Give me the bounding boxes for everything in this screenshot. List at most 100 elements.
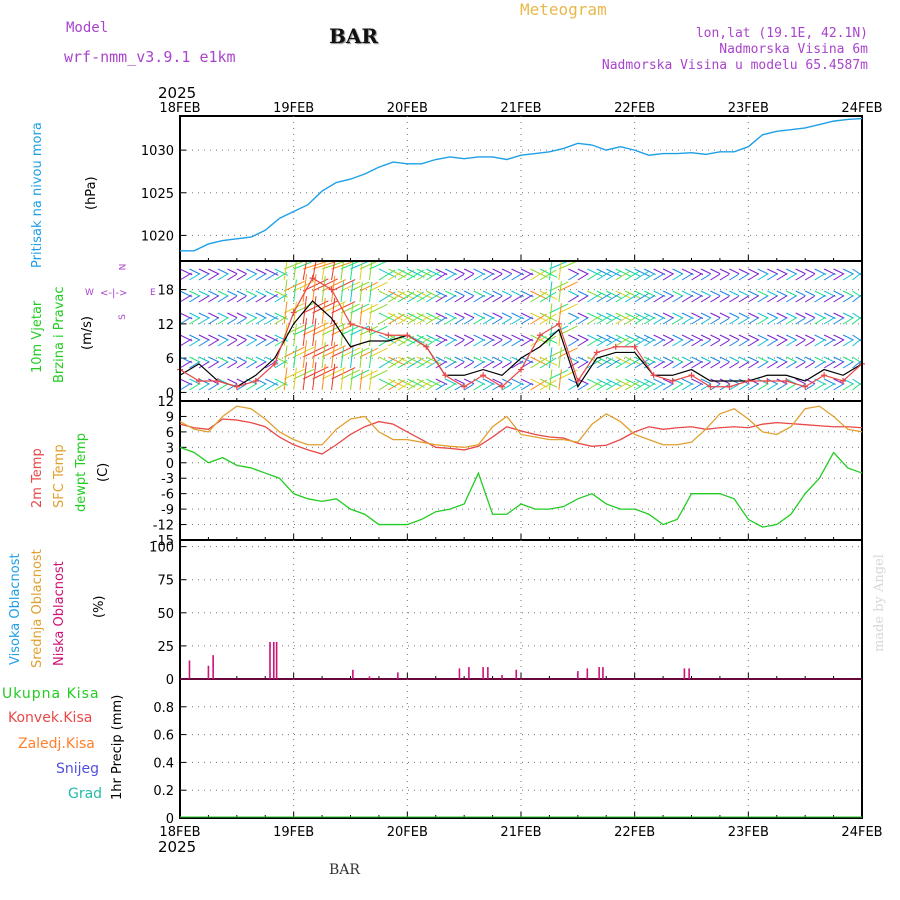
wind-arrow [776, 356, 788, 363]
wind-arrow [757, 312, 769, 319]
wind-arrow [236, 273, 247, 281]
wind-arrow [662, 383, 674, 391]
wind-gust-marker [233, 383, 240, 390]
wind-arrow [767, 361, 778, 369]
wind-arrow [227, 339, 237, 347]
wind-arrow [804, 356, 816, 363]
wind-arrow [672, 273, 683, 281]
wind-arrow [255, 383, 267, 391]
wind-arrow [435, 294, 447, 303]
wind-arrow [454, 290, 465, 297]
wind-gust-marker [518, 366, 524, 373]
wind-arrow [710, 317, 720, 325]
wind-arrow [482, 272, 495, 281]
wind-gust-marker [252, 378, 259, 384]
wind-arrow [833, 334, 845, 341]
wind-arrow [672, 339, 683, 347]
wind-arrow [558, 281, 562, 303]
wind-arrow [634, 334, 651, 343]
wind-arrow [511, 338, 524, 347]
wind-arrow [368, 282, 373, 303]
wind-arrow [795, 312, 806, 319]
wind-arrow [416, 356, 433, 365]
wind-arrow [274, 268, 288, 276]
legend-grad: Grad [68, 786, 103, 802]
wind-arrow [293, 302, 315, 314]
wind-arrow [710, 312, 721, 319]
wind-gust-marker [290, 309, 297, 316]
wind-arrow [757, 317, 769, 325]
wind-arrow [208, 339, 219, 347]
wind-arrow [463, 383, 474, 391]
wind-arrow [388, 357, 405, 369]
wind-arrow [729, 317, 739, 325]
wind-arrow [577, 339, 589, 347]
wind-arrow [340, 260, 360, 270]
wind-arrow [653, 294, 665, 303]
wind-arrow [757, 356, 769, 363]
wind-arrow [492, 339, 503, 347]
wind-arrow [795, 361, 806, 369]
wind-arrow [672, 268, 684, 275]
year-top: 2025 [158, 84, 197, 102]
wind-arrow [198, 339, 210, 347]
sfc-temp-line [179, 405, 863, 448]
wind-arrow [208, 295, 219, 303]
panel-frame-precip [179, 678, 863, 819]
wind-arrow [340, 347, 345, 369]
wind-arrow [227, 334, 238, 341]
wind-arrow [416, 314, 432, 325]
wind-arrow [653, 316, 665, 325]
wind-arrow [624, 312, 641, 321]
wind-arrow [378, 378, 397, 388]
wind-arrow [302, 260, 308, 281]
wind-arrow [833, 273, 844, 281]
wind-arrow [823, 338, 836, 347]
wind-arrow [454, 295, 465, 303]
wind-arrow [283, 280, 305, 292]
wind-arrow [842, 295, 854, 303]
wind-arrow [283, 302, 305, 314]
wind-arrow [795, 268, 806, 275]
wind-arrow [748, 339, 759, 347]
wind-arrow [738, 273, 750, 281]
wind-arrow [265, 334, 279, 342]
wind-arrow [596, 312, 612, 321]
wind-arrow [255, 312, 267, 319]
wind-arrow [558, 260, 578, 270]
wind-arrow [454, 273, 465, 281]
wind-arrow [227, 317, 237, 325]
wind-arrow [795, 383, 806, 391]
wind-arrow [691, 338, 703, 347]
wind-arrow [208, 290, 220, 297]
wind-arrow [482, 338, 495, 347]
wind-arrow [814, 382, 826, 391]
wind-arrow [397, 379, 415, 391]
wind-arrow [710, 268, 721, 275]
wind-arrow [596, 337, 611, 347]
wind-arrow [179, 272, 192, 281]
wind-arrow [577, 312, 589, 319]
wind-arrow [236, 339, 247, 347]
xtick-label-top: 22FEB [614, 101, 655, 116]
wind-arrow [700, 295, 711, 303]
wind-arrow [634, 314, 650, 325]
wind-arrow [823, 360, 836, 369]
wind-arrow [852, 338, 863, 347]
wind-arrow [454, 378, 465, 385]
wind-arrow [246, 295, 257, 303]
wind-arrow [662, 317, 674, 325]
wind-arrow [558, 281, 578, 292]
wind-arrow [729, 312, 740, 319]
wind-arrow [255, 356, 267, 363]
wind-arrow [814, 272, 826, 281]
wind-arrow [700, 317, 711, 325]
wind-arrow [189, 334, 201, 341]
panel-frame-wind-top [179, 260, 863, 402]
wind-arrow [672, 356, 684, 363]
wind-arrow [681, 272, 694, 281]
wind-arrow [246, 361, 257, 369]
wind-arrow [568, 339, 579, 347]
ytick-label-temperature: -9 [161, 503, 174, 518]
wind-arrow [842, 356, 854, 363]
